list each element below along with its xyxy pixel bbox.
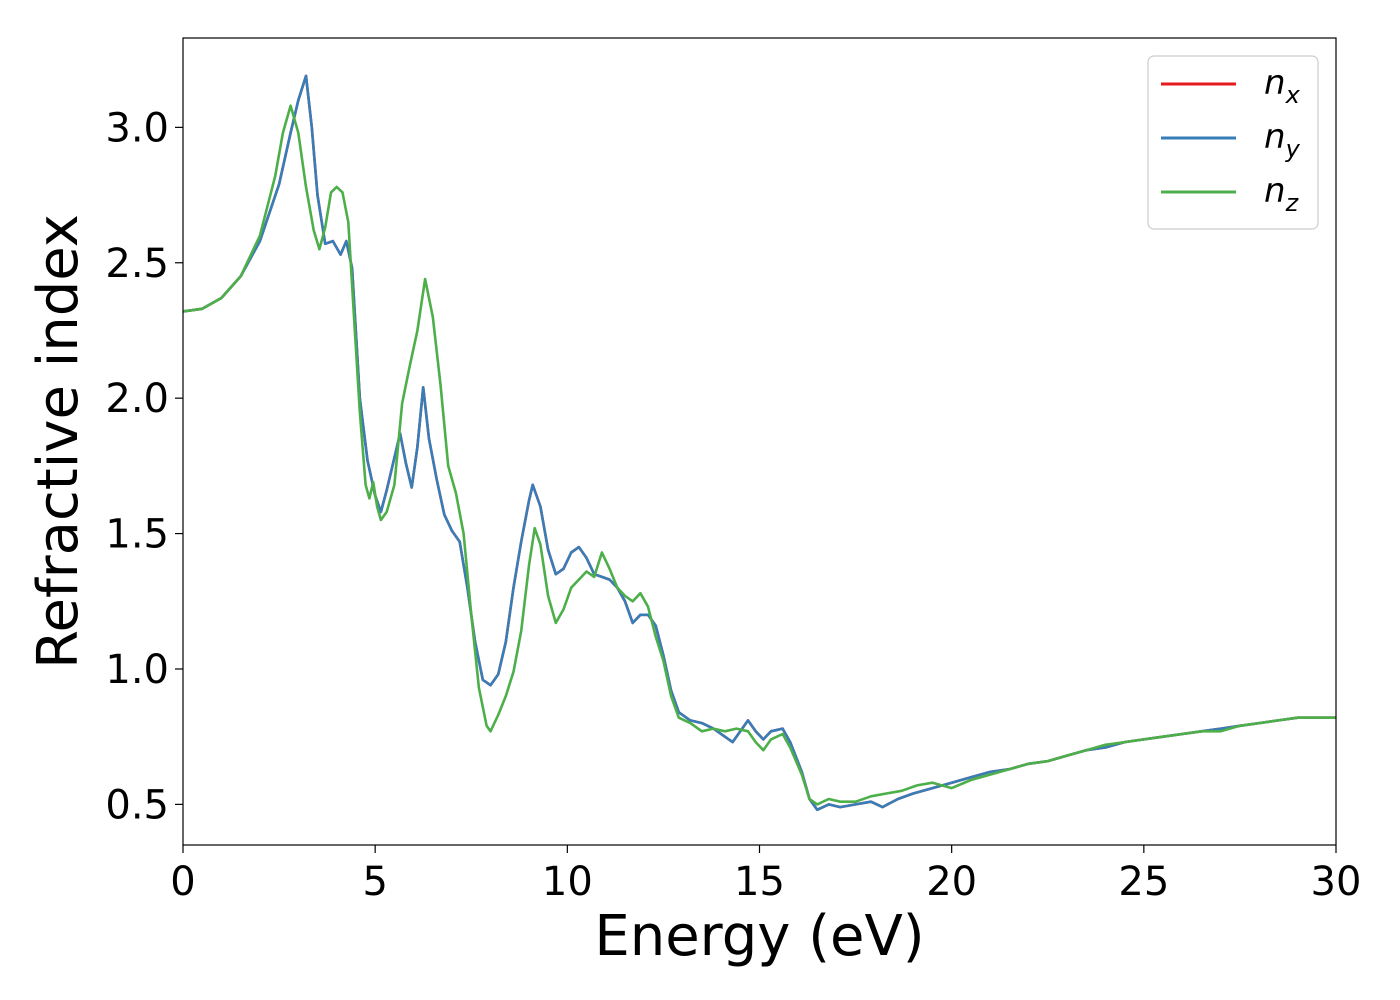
y-tick-label: 1.0 (105, 647, 169, 693)
x-tick-label: 15 (734, 859, 785, 905)
x-axis-title: Energy (eV) (594, 904, 924, 969)
x-axis-ticks: 0 5 10 15 20 25 30 (170, 845, 1361, 905)
series-line-nz (183, 104, 1336, 806)
x-tick-label: 10 (542, 859, 593, 905)
legend-label-ny: ny (1264, 117, 1301, 163)
y-tick-label: 3.0 (105, 105, 169, 151)
legend-label-nx: nx (1264, 63, 1301, 109)
y-tick-label: 2.0 (105, 376, 169, 422)
x-tick-label: 5 (362, 859, 387, 905)
series-layer (183, 74, 1336, 812)
x-tick-label: 30 (1311, 859, 1362, 905)
x-tick-label: 25 (1118, 859, 1169, 905)
y-tick-label: 1.5 (105, 512, 169, 558)
x-tick-label: 20 (926, 859, 977, 905)
y-axis-title: Refractive index (26, 214, 91, 669)
legend-box (1147, 55, 1319, 230)
legend: nx ny nz (1147, 55, 1319, 230)
y-tick-label: 2.5 (105, 241, 169, 287)
legend-label-nz: nz (1264, 171, 1300, 217)
y-tick-label: 0.5 (105, 782, 169, 828)
y-axis-ticks: 0.5 1.0 1.5 2.0 2.5 3.0 (105, 105, 183, 828)
x-tick-label: 0 (170, 859, 195, 905)
